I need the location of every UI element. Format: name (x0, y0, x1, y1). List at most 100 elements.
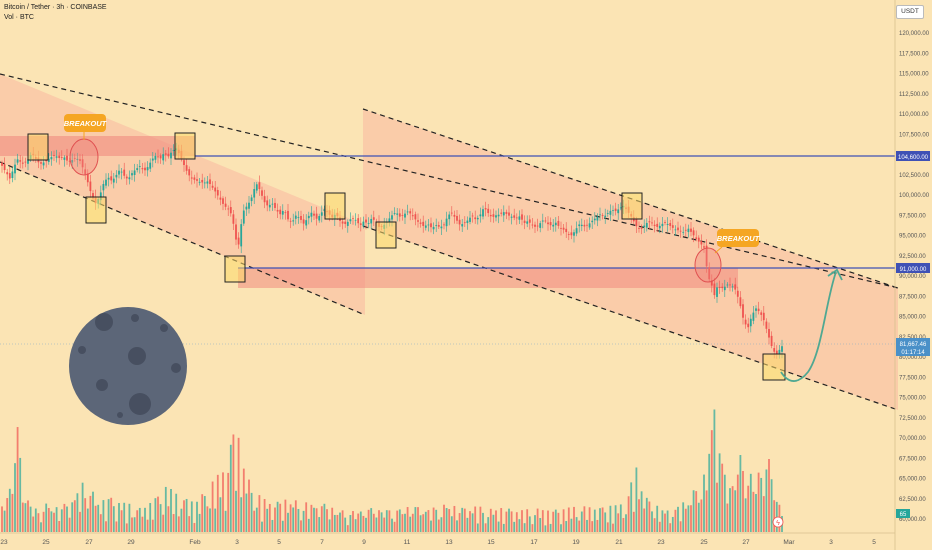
volume-bar (596, 519, 599, 532)
volume-bar (37, 513, 40, 532)
candle-body (16, 159, 19, 163)
candle-body (406, 211, 409, 213)
candle-body (19, 160, 22, 162)
volume-bar (440, 517, 443, 532)
candle-body (110, 176, 113, 181)
time-axis-label: 19 (572, 539, 580, 546)
candle-body (513, 215, 516, 218)
volume-bar (547, 510, 549, 532)
candle-body (289, 220, 292, 222)
candle-body (419, 222, 422, 224)
candle-body (92, 193, 94, 199)
time-axis-label: 9 (362, 539, 366, 546)
time-axis[interactable]: 23 25 27 29 Feb 3 5 7 9 11 13 15 17 19 21 23 25 27 Mar 3 5 (0, 539, 876, 546)
candle-body (172, 149, 175, 151)
volume-bar (198, 513, 201, 532)
volume-bar (180, 508, 183, 532)
volume-bar (365, 517, 367, 532)
volume-bar (731, 486, 734, 532)
candle-body (710, 280, 713, 286)
volume-bar (458, 513, 461, 532)
candle-body (716, 287, 718, 297)
volume-bar (645, 497, 648, 532)
candle-body (250, 197, 253, 202)
candle-body (3, 164, 6, 171)
candle-body (157, 156, 159, 158)
channel-1-fill (0, 74, 365, 315)
breakout-circle-1 (69, 138, 99, 176)
candle-body (209, 179, 211, 185)
candle-body (515, 217, 518, 219)
volume-bar (14, 463, 16, 532)
volume-bar (622, 517, 625, 532)
candle-body (456, 215, 458, 221)
candle-body (599, 214, 601, 216)
candle-body (105, 179, 107, 186)
volume-bar (398, 509, 401, 532)
candle-body (206, 181, 209, 184)
candle-body (544, 220, 547, 222)
volume-bar (411, 513, 414, 532)
candle-body (1, 162, 3, 166)
candle-body (50, 157, 53, 160)
volume-bar (107, 499, 110, 532)
volume-bar (536, 508, 539, 532)
price-axis-label: 82,500.00 (899, 335, 926, 341)
candle-body (749, 318, 752, 327)
candle-body (253, 189, 256, 198)
candle-body (224, 203, 227, 207)
lightning-icon[interactable]: ϟ (772, 516, 784, 528)
volume-bar (586, 519, 588, 532)
candle-body (146, 167, 149, 171)
candle-body (479, 214, 482, 217)
volume-bar (541, 510, 544, 532)
candle-body (417, 220, 419, 222)
volume-bar (258, 495, 261, 532)
highlight-box (174, 132, 196, 160)
highlight-box (375, 221, 397, 249)
volume-bar (112, 506, 115, 532)
volume-bar (476, 523, 479, 532)
volume-bar (274, 507, 276, 532)
volume-bar (671, 516, 674, 532)
price-axis-label: 67,500.00 (899, 456, 926, 462)
candle-body (432, 226, 435, 230)
channel-1-upper (0, 73, 899, 289)
candle-body (583, 224, 586, 227)
candle-body (203, 182, 206, 184)
volume-bar (695, 491, 698, 532)
time-axis-label: 3 (829, 539, 833, 546)
volume-bar (183, 500, 185, 532)
breakout-circle-2 (694, 247, 722, 283)
candle-body (341, 221, 344, 224)
candle-body (731, 286, 734, 288)
volume-bar (630, 482, 633, 532)
volume-bar (380, 512, 383, 532)
volume-bar (250, 492, 253, 532)
volume-bar (326, 509, 328, 532)
currency-badge[interactable]: USDT (896, 5, 924, 19)
volume-bar (99, 514, 102, 532)
price-axis-label: 112,500.00 (899, 92, 929, 98)
volume-bar (11, 493, 14, 532)
candle-body (388, 218, 391, 223)
price-axis-label: 87,500.00 (899, 294, 926, 300)
volume-bar (562, 509, 565, 532)
volume-bar (263, 499, 266, 532)
candle-body (242, 210, 245, 224)
volume-bar (500, 508, 503, 532)
time-axis-label: 17 (530, 539, 538, 546)
candle-body (539, 223, 542, 228)
volume-bar (523, 523, 526, 532)
candle-body (744, 319, 747, 325)
volume-bar (172, 514, 175, 532)
candle-body (159, 155, 162, 159)
candle-body (560, 227, 562, 229)
volume-bar (489, 508, 492, 532)
price-axis[interactable]: 60,000.00 62,500.00 65,000.00 67,500.00 70,0… (899, 31, 930, 523)
candle-body (190, 177, 193, 179)
candle-body (201, 179, 204, 183)
volume-bar (287, 512, 289, 532)
